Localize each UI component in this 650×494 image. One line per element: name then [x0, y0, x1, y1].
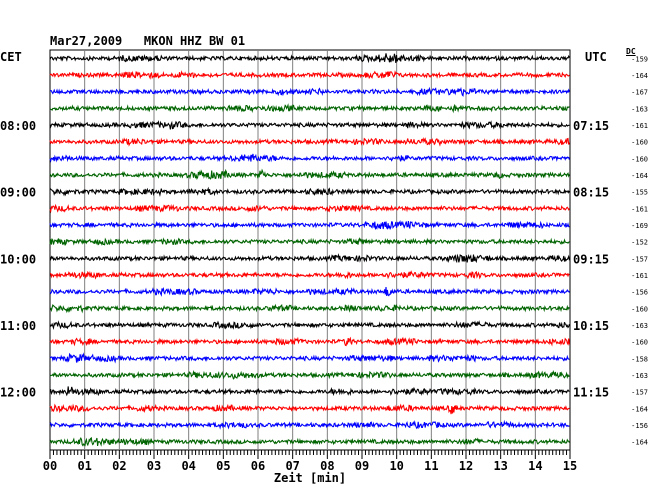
x-tick-label: 03 [147, 459, 161, 473]
x-axis-label: Zeit [min] [274, 471, 346, 485]
seismic-trace [49, 436, 570, 447]
x-tick-label: 10 [389, 459, 403, 473]
dc-offset-label: -169 [631, 222, 648, 230]
dc-offset-label: -163 [631, 372, 648, 380]
dc-offset-label: -160 [631, 139, 648, 147]
x-tick-label: 04 [181, 459, 195, 473]
dc-offset-label: -152 [631, 239, 648, 247]
seismic-trace [49, 186, 570, 197]
left-time-label: 10:00 [0, 252, 36, 266]
seismic-trace [49, 137, 570, 147]
plot-area [49, 49, 571, 451]
x-tick-label: 13 [493, 459, 507, 473]
seismic-trace [49, 153, 570, 163]
seismic-trace [49, 203, 570, 214]
dc-offset-label: -156 [631, 289, 648, 297]
right-time-label: 07:15 [573, 119, 609, 133]
left-time-label: 09:00 [0, 186, 36, 200]
seismic-trace [49, 286, 570, 297]
seismic-trace [49, 253, 570, 264]
dc-offset-label: -167 [631, 89, 648, 97]
seismic-trace [49, 320, 570, 331]
seismic-trace [50, 303, 570, 314]
seismic-trace [49, 403, 570, 415]
right-timezone-label: UTC [585, 50, 607, 64]
x-tick-label: 01 [77, 459, 91, 473]
seismic-traces [49, 53, 570, 447]
dc-offset-label: -156 [631, 422, 648, 430]
dc-offset-label: -163 [631, 105, 648, 113]
dc-offset-label: -161 [631, 122, 648, 130]
seismic-trace [49, 352, 570, 364]
dc-column-header: DC [626, 47, 636, 56]
dc-offset-label: -161 [631, 205, 648, 213]
seismic-trace [49, 386, 570, 397]
dc-offset-label: -160 [631, 155, 648, 163]
x-tick-label: 09 [355, 459, 369, 473]
dc-offset-label: -164 [631, 439, 648, 447]
left-time-label: 12:00 [0, 386, 36, 400]
seismic-trace [49, 237, 570, 246]
right-time-label: 09:15 [573, 252, 609, 266]
right-time-label: 11:15 [573, 386, 609, 400]
x-tick-label: 14 [528, 459, 542, 473]
seismic-trace [50, 86, 570, 97]
left-time-label: 11:00 [0, 319, 36, 333]
dc-offset-label: -164 [631, 72, 648, 80]
right-time-label: 10:15 [573, 319, 609, 333]
dc-offset-label: -164 [631, 405, 648, 413]
dc-offset-label: -157 [631, 255, 648, 263]
minute-gridlines [84, 50, 536, 450]
x-tick-label: 00 [43, 459, 57, 473]
right-time-label: 08:15 [573, 186, 609, 200]
x-tick-label: 08 [320, 459, 334, 473]
x-tick-label: 02 [112, 459, 126, 473]
x-tick-label: 11 [424, 459, 438, 473]
x-tick-label: 05 [216, 459, 230, 473]
dc-offset-label: -160 [631, 305, 648, 313]
x-tick-label: 15 [563, 459, 577, 473]
seismic-trace [49, 70, 570, 80]
x-tick-label: 06 [251, 459, 265, 473]
x-tick-label: 12 [459, 459, 473, 473]
left-timezone-label: CET [0, 50, 22, 64]
dc-offset-label: -163 [631, 322, 648, 330]
dc-offset-label: -155 [631, 189, 648, 197]
seismic-trace [49, 336, 570, 347]
dc-offset-label: -157 [631, 389, 648, 397]
dc-offset-label: -164 [631, 172, 648, 180]
seismic-trace [49, 120, 570, 130]
chart-title: Mar27,2009 MKON HHZ BW 01 [50, 34, 246, 48]
dc-offset-label: -158 [631, 355, 648, 363]
seismic-trace [49, 168, 570, 181]
time-labels: 08:00 09:00 10:00 11:00 12:00 07:15 08:15 09:15… [0, 55, 648, 446]
x-axis: 00 01 02 03 04 05 06 07 08 09 10 11 12 13 14 15 [43, 450, 577, 473]
seismic-trace [49, 220, 570, 231]
left-time-label: 08:00 [0, 119, 36, 133]
x-tick-label: 07 [285, 459, 299, 473]
dc-offset-label: -161 [631, 272, 648, 280]
seismic-trace [49, 419, 570, 430]
seismic-trace [49, 103, 570, 114]
seismic-trace [49, 53, 570, 64]
dc-offset-label: -160 [631, 339, 648, 347]
seismic-trace [49, 369, 570, 380]
seismic-trace [50, 270, 570, 280]
dc-offset-label: -159 [631, 55, 648, 63]
